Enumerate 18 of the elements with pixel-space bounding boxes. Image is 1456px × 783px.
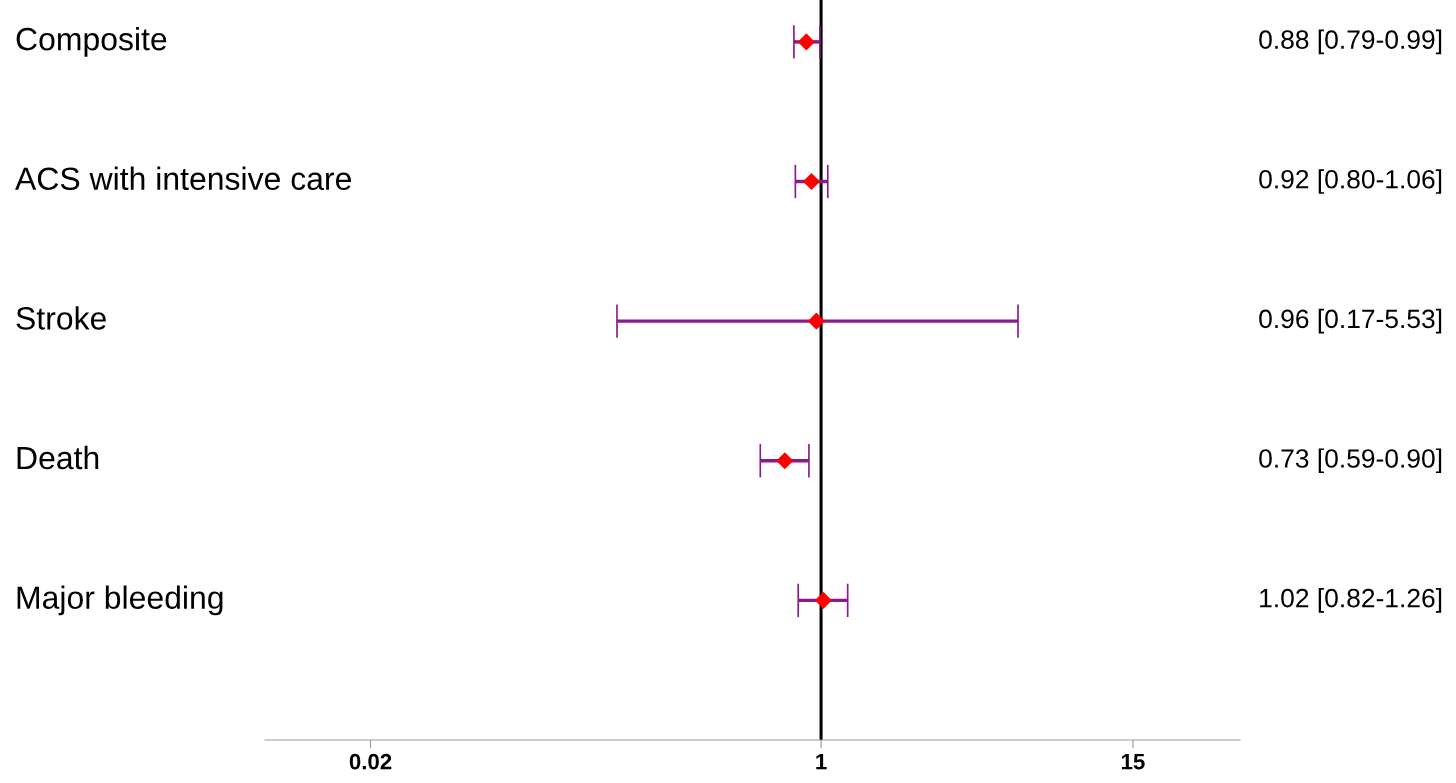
data-label: 1.02 [0.82-1.26] bbox=[1260, 588, 1442, 613]
y-tick-label: Stroke bbox=[16, 306, 106, 330]
y-tick-label: ACS with intensive care bbox=[15, 166, 351, 191]
x-tick-label: 15 bbox=[1121, 754, 1145, 770]
data-label: 0.73 [0.59-0.90] bbox=[1259, 448, 1442, 474]
point bbox=[808, 312, 825, 330]
data-label: 0.88 [0.79-0.99] bbox=[1259, 29, 1442, 55]
x-tick-label: 0.02 bbox=[349, 753, 392, 770]
data-label: 0.96 [0.17-5.53] bbox=[1259, 308, 1442, 334]
point bbox=[815, 592, 832, 609]
y-tick-label: Death bbox=[17, 445, 99, 470]
point bbox=[776, 452, 794, 470]
point bbox=[803, 173, 820, 190]
point bbox=[798, 33, 815, 51]
data-label: 0.92 [0.80-1.06] bbox=[1259, 169, 1442, 194]
x-tick-label: 1 bbox=[816, 754, 827, 770]
y-tick-label: Composite bbox=[16, 27, 167, 57]
y-tick-label: Major bleeding bbox=[17, 585, 223, 616]
